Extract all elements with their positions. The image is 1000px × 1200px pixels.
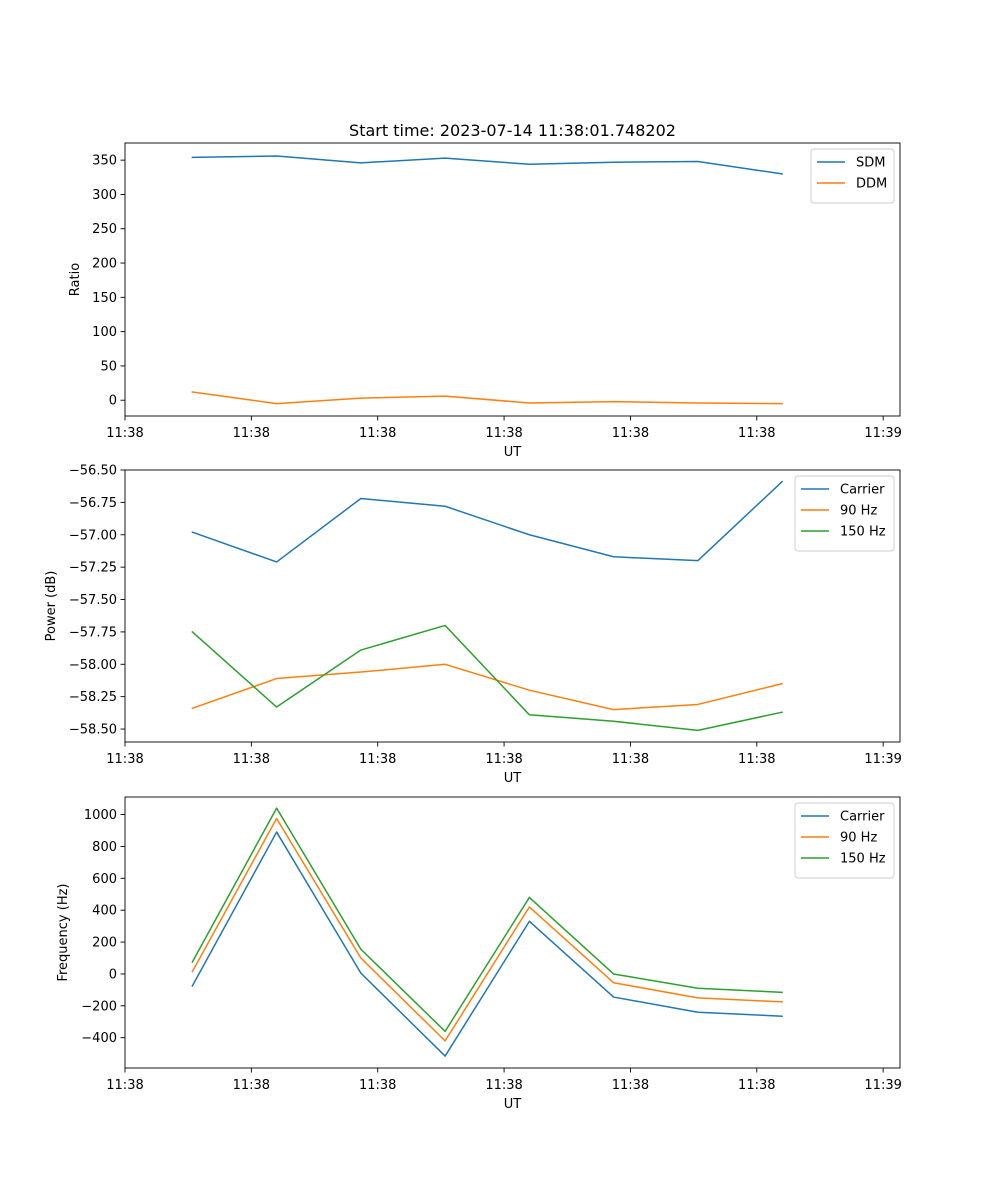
- y-tick-label: 600: [92, 872, 117, 887]
- y-tick-label: −58.50: [69, 723, 117, 738]
- x-tick-label: 11:39: [864, 426, 901, 441]
- y-tick-label: −58.00: [69, 658, 117, 673]
- x-tick-label: 11:38: [106, 1078, 143, 1093]
- legend-label: Carrier: [840, 810, 885, 825]
- y-tick-label: −400: [81, 1031, 117, 1046]
- x-tick-label: 11:38: [485, 752, 522, 767]
- y-tick-label: 300: [92, 188, 117, 203]
- chart-panel-1: 11:38 11:38 11:38 11:38 11:38 11:38 11:39 0 50 10…: [68, 142, 902, 460]
- y-tick-label: 50: [100, 359, 117, 374]
- x-tick-label: 11:38: [485, 426, 522, 441]
- series-line-90-hz: [191, 817, 783, 1042]
- axes-frame: [124, 469, 901, 743]
- x-tick-label: 11:38: [738, 1078, 775, 1093]
- series-line-carrier: [191, 480, 784, 563]
- y-axis-label: Frequency (Hz): [56, 883, 71, 981]
- x-tick-label: 11:38: [738, 752, 775, 767]
- x-tick-label: 11:38: [359, 426, 396, 441]
- x-axis-label: UT: [504, 1097, 522, 1112]
- y-tick-label: 400: [92, 904, 117, 919]
- y-tick-label: 100: [92, 325, 117, 340]
- chart-panel-3: 11:38 11:38 11:38 11:38 11:38 11:38 11:39 −400 −…: [56, 796, 902, 1112]
- axes-frame: [124, 142, 901, 417]
- series-line-90-hz: [191, 663, 783, 711]
- figure-title: Start time: 2023-07-14 11:38:01.748202: [349, 121, 676, 140]
- legend-label: DDM: [856, 177, 887, 192]
- y-tick-label: −56.50: [69, 464, 117, 479]
- y-tick-label: 200: [92, 936, 117, 951]
- y-tick-label: −58.25: [69, 690, 117, 705]
- legend-label: 90 Hz: [840, 831, 877, 846]
- series-line-ddm: [191, 391, 783, 405]
- legend-box: [794, 475, 895, 552]
- y-tick-label: 250: [92, 222, 117, 237]
- x-tick-label: 11:38: [612, 752, 649, 767]
- x-tick-label: 11:38: [106, 752, 143, 767]
- legend-label: 90 Hz: [840, 504, 877, 519]
- legend: SDM DDM: [810, 148, 895, 204]
- y-tick-label: 200: [92, 257, 117, 272]
- chart-panels: 11:38 11:38 11:38 11:38 11:38 11:38 11:39 0 50 10…: [44, 142, 902, 1112]
- chart-panel-2: 11:38 11:38 11:38 11:38 11:38 11:38 11:39 −56.5…: [44, 464, 902, 787]
- legend: Carrier 90 Hz 150 Hz: [794, 475, 895, 552]
- x-tick-label: 11:38: [612, 1078, 649, 1093]
- x-tick-label: 11:38: [233, 1078, 270, 1093]
- x-tick-label: 11:38: [233, 752, 270, 767]
- y-tick-label: −200: [81, 999, 117, 1014]
- x-axis-label: UT: [504, 445, 522, 460]
- y-tick-label: −57.75: [69, 625, 117, 640]
- series-line-carrier: [191, 831, 783, 1057]
- x-tick-label: 11:38: [106, 426, 143, 441]
- y-tick-label: 150: [92, 291, 117, 306]
- y-tick-label: −57.50: [69, 593, 117, 608]
- series-line-sdm: [191, 155, 783, 175]
- y-tick-label: −57.25: [69, 561, 117, 576]
- x-tick-label: 11:38: [738, 426, 775, 441]
- legend-box: [794, 802, 895, 879]
- x-tick-label: 11:39: [864, 1078, 901, 1093]
- y-tick-label: 800: [92, 840, 117, 855]
- y-tick-label: 0: [109, 967, 117, 982]
- legend-label: 150 Hz: [840, 525, 886, 540]
- legend-label: 150 Hz: [840, 852, 886, 867]
- y-axis-label: Power (dB): [44, 571, 59, 642]
- legend: Carrier 90 Hz 150 Hz: [794, 802, 895, 879]
- x-tick-label: 11:38: [485, 1078, 522, 1093]
- axes-frame: [124, 796, 901, 1069]
- x-tick-label: 11:38: [359, 1078, 396, 1093]
- x-tick-label: 11:38: [612, 426, 649, 441]
- y-tick-label: 1000: [84, 808, 117, 823]
- series-line-150-hz: [191, 624, 783, 732]
- x-tick-label: 11:38: [359, 752, 396, 767]
- y-tick-label: −57.00: [69, 528, 117, 543]
- y-axis-label: Ratio: [68, 263, 83, 296]
- y-tick-label: −56.75: [69, 496, 117, 511]
- x-tick-label: 11:39: [864, 752, 901, 767]
- series-line-150-hz: [191, 807, 783, 1033]
- x-tick-label: 11:38: [233, 426, 270, 441]
- y-tick-label: 0: [109, 394, 117, 409]
- y-tick-label: 350: [92, 154, 117, 169]
- x-axis-label: UT: [504, 771, 522, 786]
- legend-label: Carrier: [840, 483, 885, 498]
- legend-label: SDM: [856, 156, 885, 171]
